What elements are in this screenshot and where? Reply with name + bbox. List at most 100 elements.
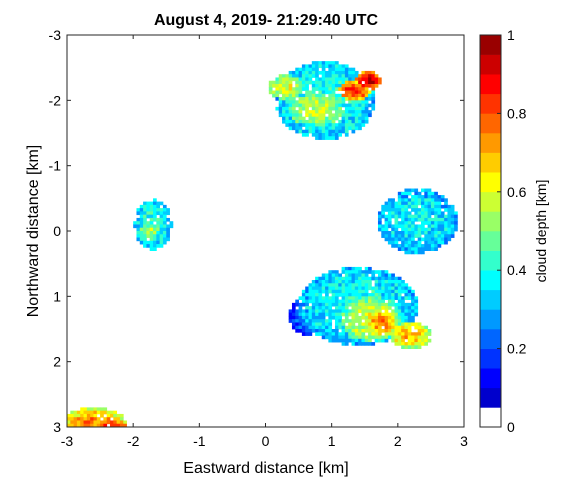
heatmap-cell — [305, 106, 309, 111]
heatmap-cell — [411, 338, 415, 343]
heatmap-cell — [308, 103, 313, 108]
heatmap-cell — [162, 231, 167, 235]
heatmap-cell — [450, 211, 455, 216]
heatmap-cell — [387, 204, 392, 209]
heatmap-cell — [83, 407, 88, 412]
heatmap-cell — [401, 234, 405, 238]
heatmap-cell — [76, 417, 81, 421]
heatmap-cell — [364, 93, 369, 98]
heatmap-cell — [361, 322, 366, 327]
heatmap-cell — [325, 100, 329, 104]
heatmap-cell — [325, 325, 329, 330]
heatmap-cell — [351, 312, 356, 317]
colorbar-swatch — [480, 387, 501, 408]
heatmap-cell — [371, 84, 376, 88]
heatmap-cell — [404, 332, 409, 336]
heatmap-cell — [404, 224, 409, 229]
heatmap-cell — [321, 289, 326, 294]
heatmap-cell — [391, 293, 395, 297]
heatmap-cell — [67, 420, 71, 425]
heatmap-cell — [116, 417, 121, 421]
heatmap-cell — [139, 237, 144, 242]
heatmap-cell — [136, 231, 141, 235]
heatmap-cell — [344, 325, 349, 330]
heatmap-cell — [123, 420, 127, 425]
heatmap-cell — [391, 214, 395, 219]
heatmap-cell — [275, 77, 280, 82]
heatmap-cell — [450, 231, 455, 235]
heatmap-cell — [301, 123, 306, 127]
heatmap-cell — [394, 201, 399, 206]
heatmap-cell — [417, 195, 422, 199]
heatmap-cell — [295, 100, 299, 104]
heatmap-cell — [404, 237, 409, 242]
heatmap-cell — [354, 90, 359, 95]
heatmap-cell — [275, 93, 280, 98]
heatmap-cell — [397, 195, 402, 199]
heatmap-cell — [354, 280, 359, 284]
heatmap-cell — [404, 335, 409, 340]
heatmap-cell — [344, 87, 349, 91]
heatmap-cell — [361, 309, 366, 314]
heatmap-cell — [430, 204, 435, 209]
heatmap-cell — [328, 133, 333, 137]
heatmap-cell — [368, 113, 372, 118]
heatmap-cell — [311, 64, 316, 69]
heatmap-cell — [414, 244, 419, 248]
heatmap-cell — [159, 208, 164, 212]
heatmap-cell — [331, 64, 336, 69]
heatmap-cell — [424, 195, 429, 199]
heatmap-cell — [341, 319, 346, 323]
heatmap-cell — [123, 423, 127, 428]
heatmap-cell — [110, 413, 114, 418]
heatmap-cell — [434, 237, 438, 242]
heatmap-cell — [308, 80, 313, 85]
heatmap-cell — [354, 87, 359, 91]
heatmap-cell — [434, 247, 438, 251]
heatmap-cell — [325, 136, 329, 140]
heatmap-cell — [325, 283, 329, 287]
heatmap-cell — [364, 302, 369, 307]
heatmap-cell — [397, 286, 402, 291]
heatmap-cell — [361, 113, 366, 118]
heatmap-cell — [285, 90, 290, 95]
heatmap-cell — [407, 191, 412, 196]
heatmap-cell — [301, 312, 306, 317]
heatmap-cell — [394, 283, 399, 287]
heatmap-cell — [371, 312, 376, 317]
heatmap-cell — [318, 293, 323, 297]
heatmap-cell — [305, 315, 309, 320]
heatmap-cell — [364, 335, 369, 340]
heatmap-cell — [348, 276, 352, 281]
heatmap-cell — [288, 119, 293, 124]
heatmap-cell — [407, 302, 412, 307]
heatmap-cell — [70, 413, 75, 418]
heatmap-cell — [354, 312, 359, 317]
heatmap-cell — [364, 342, 369, 346]
heatmap-cell — [371, 332, 376, 336]
heatmap-cell — [334, 289, 339, 294]
heatmap-cell — [454, 217, 458, 222]
heatmap-cell — [311, 110, 316, 114]
heatmap-cell — [351, 296, 356, 300]
heatmap-cell — [401, 325, 405, 330]
heatmap-cell — [328, 299, 333, 304]
heatmap-cell — [411, 302, 415, 307]
heatmap-cell — [371, 296, 376, 300]
heatmap-cell — [361, 280, 366, 284]
heatmap-cell — [361, 77, 366, 82]
heatmap-cell — [321, 126, 326, 131]
heatmap-cell — [361, 93, 366, 98]
heatmap-cell — [149, 217, 154, 222]
heatmap-cell — [338, 129, 342, 134]
heatmap-cell — [311, 93, 316, 98]
heatmap-cell — [308, 100, 313, 104]
heatmap-cell — [295, 299, 299, 304]
heatmap-cell — [305, 312, 309, 317]
heatmap-cell — [430, 201, 435, 206]
colorbar-swatch — [480, 231, 501, 251]
heatmap-cell — [143, 224, 147, 229]
heatmap-cell — [295, 325, 299, 330]
y-tick-label: -3 — [49, 27, 62, 43]
heatmap-cell — [361, 293, 366, 297]
